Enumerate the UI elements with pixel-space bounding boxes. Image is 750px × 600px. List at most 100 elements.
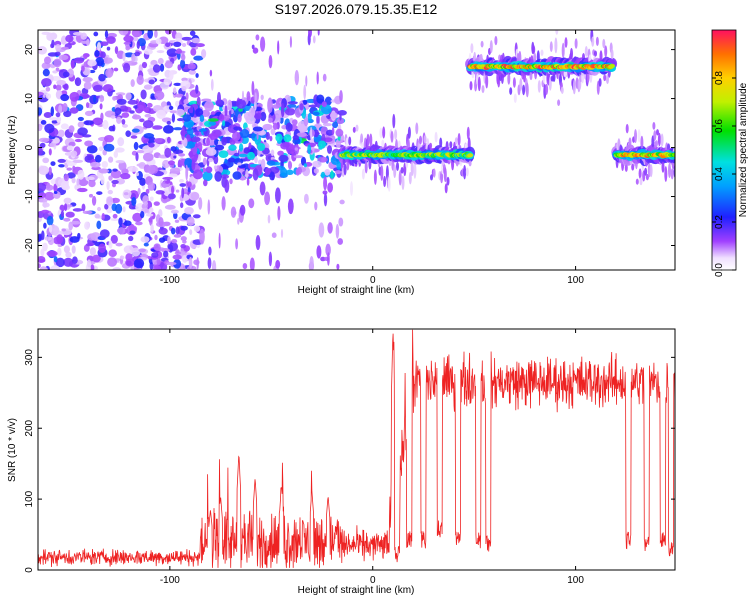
heatmap-blob (136, 40, 140, 49)
heatmap-blob (572, 79, 576, 95)
heatmap-blob (532, 45, 536, 55)
heatmap-blob (443, 167, 447, 183)
heatmap-blob (180, 225, 188, 231)
heatmap-blob (60, 181, 70, 190)
heatmap-blob (139, 177, 146, 186)
heatmap-blob (381, 139, 385, 148)
heatmap-blob (133, 258, 145, 269)
heatmap-blob (466, 126, 470, 140)
heatmap-blob (364, 160, 368, 174)
heatmap-blob (330, 170, 334, 179)
heatmap-blob (185, 92, 189, 101)
heatmap-blob (318, 222, 325, 238)
heatmap-blob (286, 103, 297, 109)
heatmap-blob (195, 73, 199, 78)
heatmap-blob (660, 133, 664, 147)
heatmap-blob (591, 36, 595, 47)
heatmap-blob (202, 167, 207, 174)
heatmap-blob (211, 260, 217, 270)
heatmap-blob (335, 128, 344, 137)
heatmap-blob (321, 101, 327, 108)
heatmap-blob (123, 220, 132, 226)
heatmap-blob (108, 175, 113, 181)
heatmap-blob (44, 123, 55, 134)
heatmap-blob (258, 159, 262, 165)
heatmap-blob (271, 232, 277, 238)
heatmap-blob (90, 264, 95, 270)
heatmap-blob (664, 166, 668, 182)
heatmap-blob (136, 75, 144, 85)
heatmap-blob (285, 169, 294, 176)
heatmap-blob (158, 237, 166, 243)
heatmap-blob (143, 242, 149, 247)
heatmap-blob (227, 124, 238, 134)
heatmap-blob (238, 153, 248, 158)
heatmap-blob (625, 123, 629, 134)
heatmap-blob (186, 181, 192, 188)
heatmap-blob (277, 205, 281, 221)
heatmap-blob (207, 199, 211, 215)
heatmap-blob (92, 254, 101, 263)
heatmap-blob (83, 120, 94, 126)
heatmap-blob (62, 257, 74, 267)
heatmap-blob (324, 169, 331, 176)
heatmap-blob (329, 112, 338, 119)
heatmap-blob (49, 142, 57, 148)
heatmap-blob (275, 133, 283, 142)
heatmap-blob (135, 172, 139, 177)
heatmap-blob (122, 123, 128, 128)
heatmap-blob (208, 246, 212, 256)
heatmap-blob (167, 193, 176, 200)
heatmap-blob (51, 119, 58, 124)
heatmap-blob (610, 48, 614, 60)
heatmap-blob (110, 234, 118, 244)
heatmap-blob (66, 145, 74, 151)
heatmap-blob (509, 87, 513, 95)
heatmap-blob (154, 90, 165, 101)
heatmap-blob (218, 232, 221, 249)
heatmap-blob (139, 118, 145, 123)
heatmap-blob (153, 265, 162, 270)
heatmap-blob (638, 168, 642, 179)
heatmap-blob (165, 180, 170, 184)
heatmap-blob (238, 143, 244, 152)
heatmap-blob (489, 40, 493, 54)
heatmap-blob (190, 104, 194, 114)
heatmap-blob (117, 137, 125, 147)
heatmap-blob (123, 192, 129, 196)
heatmap-blob (38, 165, 50, 175)
heatmap-blob (485, 74, 489, 89)
heatmap-blob (259, 181, 266, 196)
heatmap-blob (42, 202, 50, 208)
heatmap-blob (394, 129, 398, 140)
heatmap-blob (65, 251, 72, 258)
heatmap-blob (165, 42, 171, 48)
heatmap-blob (213, 165, 218, 170)
heatmap-blob (106, 46, 111, 51)
heatmap-blob (257, 143, 266, 151)
heatmap-blob (513, 93, 517, 104)
heatmap-blob (240, 135, 249, 145)
heatmap-blob (90, 161, 101, 168)
heatmap-blob (105, 68, 114, 78)
heatmap-blob (267, 214, 271, 224)
heatmap-blob (112, 213, 118, 219)
heatmap-blob (38, 137, 50, 143)
heatmap-blob (206, 137, 211, 146)
heatmap-blob (457, 133, 461, 146)
heatmap-blob (86, 145, 98, 154)
heatmap-blob (219, 113, 225, 122)
heatmap-blob (96, 220, 102, 230)
heatmap-blob (439, 137, 443, 149)
heatmap-blob (401, 175, 405, 190)
heatmap-blob (41, 230, 45, 241)
heatmap-blob (595, 36, 599, 47)
heatmap-blob (153, 201, 160, 206)
heatmap-blob (239, 128, 250, 139)
heatmap-blob (287, 198, 294, 215)
heatmap-blob (280, 102, 285, 118)
heatmap-blob (158, 227, 168, 235)
heatmap-blob (60, 123, 69, 130)
heatmap-blob (327, 182, 333, 193)
